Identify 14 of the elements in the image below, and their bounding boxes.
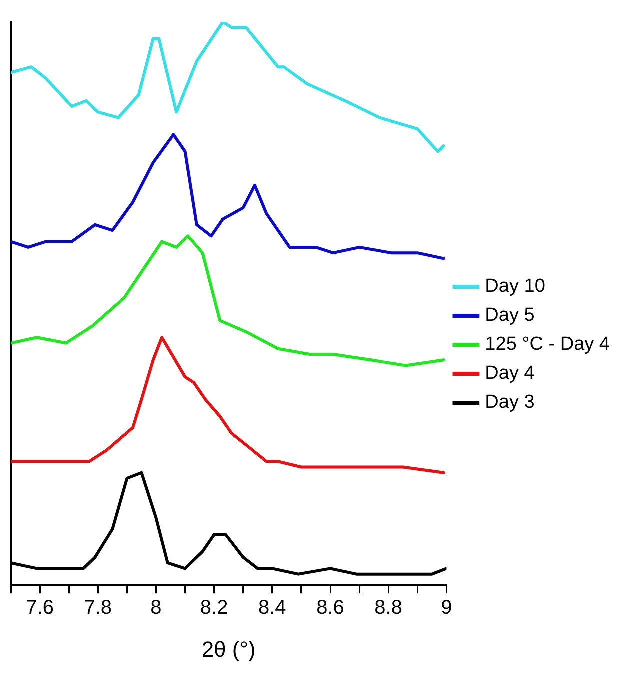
x-tick-label: 8.2: [200, 597, 228, 620]
legend-label: Day 4: [485, 363, 536, 384]
x-axis-title: 2θ (°): [202, 636, 256, 662]
legend-label: Day 3: [485, 392, 535, 414]
x-tick-label: 7.6: [26, 597, 54, 620]
x-tick-label: 8.6: [316, 597, 344, 620]
x-tick-label: 8.4: [258, 597, 286, 620]
x-tick-label: 8.8: [374, 597, 402, 620]
legend-label: Day 10: [485, 276, 546, 298]
x-tick-label: 7.8: [84, 597, 112, 620]
x-tick-label: 8: [150, 597, 162, 620]
x-tick-label: 9: [441, 597, 452, 620]
legend-label: Day 5: [485, 305, 535, 326]
legend-label: 125 °C - Day 4: [485, 334, 610, 356]
